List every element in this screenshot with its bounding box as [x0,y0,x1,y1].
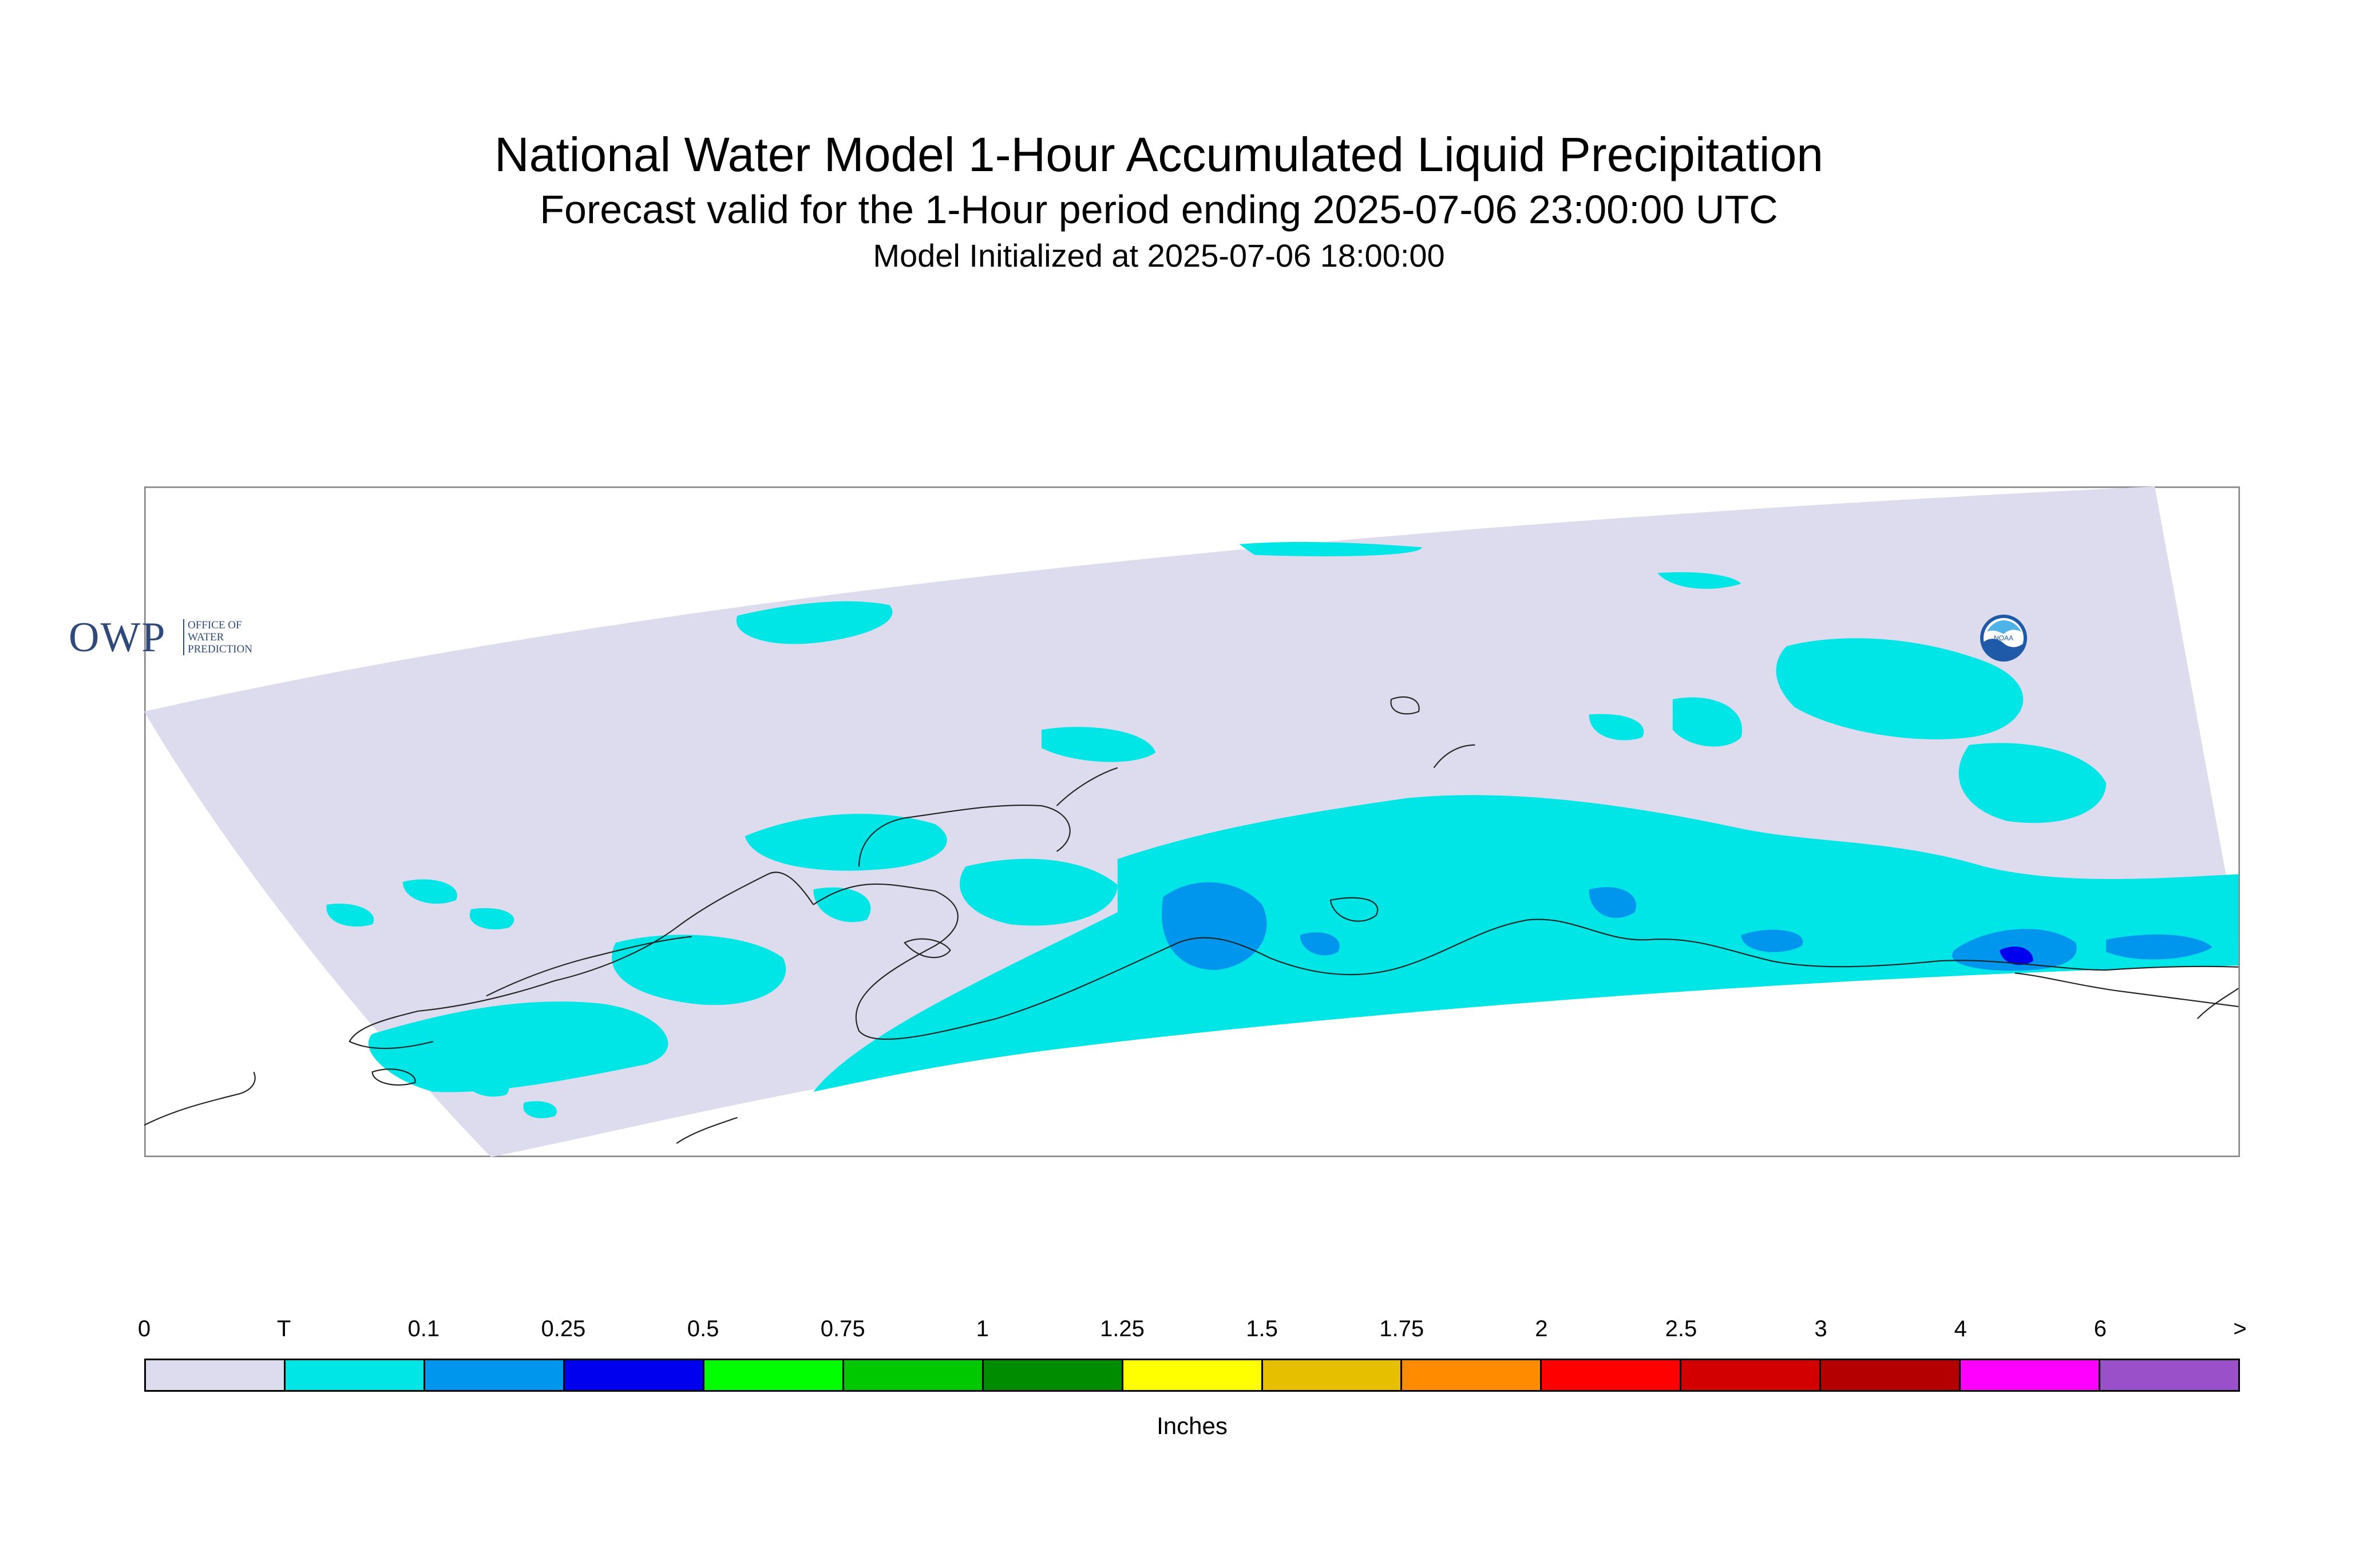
legend-swatch-1 [285,1360,425,1390]
owp-logo: OWP OFFICE OF WATER PREDICTION [69,613,258,661]
precipitation-map [144,486,2240,1157]
legend-swatch-14 [2100,1360,2239,1390]
precipitation-legend [144,1359,2240,1392]
legend-tick-label: 4 [1954,1316,1967,1341]
legend-swatch-11 [1681,1360,1822,1390]
legend-swatch-13 [1961,1360,2101,1390]
legend-swatch-12 [1821,1360,1961,1390]
legend-tick-label: 2 [1535,1316,1548,1341]
legend-tick-label: 1.25 [1099,1316,1145,1341]
map-subtitle: Forecast valid for the 1-Hour period end… [540,187,1778,232]
legend-swatch-3 [564,1360,704,1390]
legend-tick-label: 1.75 [1379,1316,1424,1341]
legend-units-label: Inches [1157,1412,1228,1439]
legend-swatch-10 [1542,1360,1682,1390]
map-title: National Water Model 1-Hour Accumulated … [494,128,1824,181]
noaa-logo: NOAA [1979,613,2028,663]
legend-tick-label: 2.5 [1665,1316,1697,1341]
moderate-rain-areas [2000,947,2033,965]
legend-swatch-6 [983,1360,1123,1390]
legend-swatch-4 [704,1360,844,1390]
legend-tick-label: 3 [1814,1316,1827,1341]
legend-tick-labels: 0 T 0.1 0.25 0.5 0.75 1 1.25 1.5 1.75 2 2.5 3 4 6 > [0,1316,2375,1351]
legend-tick-label: 6 [2093,1316,2107,1341]
legend-tick-label: 1.5 [1246,1316,1278,1341]
legend-swatch-5 [844,1360,984,1390]
legend-swatch-7 [1123,1360,1263,1390]
owp-logo-text: OFFICE OF WATER PREDICTION [183,619,268,655]
legend-tick-label: 0.5 [687,1316,719,1341]
owp-logo-letters: OWP [69,614,167,661]
noaa-logo-text: NOAA [1994,634,2013,642]
legend-tick-label: 0.1 [407,1316,440,1341]
model-init-line: Model Initialized at 2025-07-06 18:00:00 [873,237,1445,274]
legend-swatch-0 [146,1360,286,1390]
coastlines [144,696,2239,1144]
legend-tick-label: 0.75 [820,1316,865,1341]
legend-tick-label: T [276,1316,291,1341]
trace-precip-areas [326,542,2239,1118]
legend-tick-label: 1 [976,1316,989,1341]
legend-tick-label: 0 [137,1316,151,1341]
legend-swatch-9 [1402,1360,1542,1390]
legend-swatch-8 [1262,1360,1403,1390]
legend-tick-label: 0.25 [541,1316,586,1341]
legend-tick-label: > [2233,1316,2247,1341]
legend-swatch-2 [425,1360,565,1390]
